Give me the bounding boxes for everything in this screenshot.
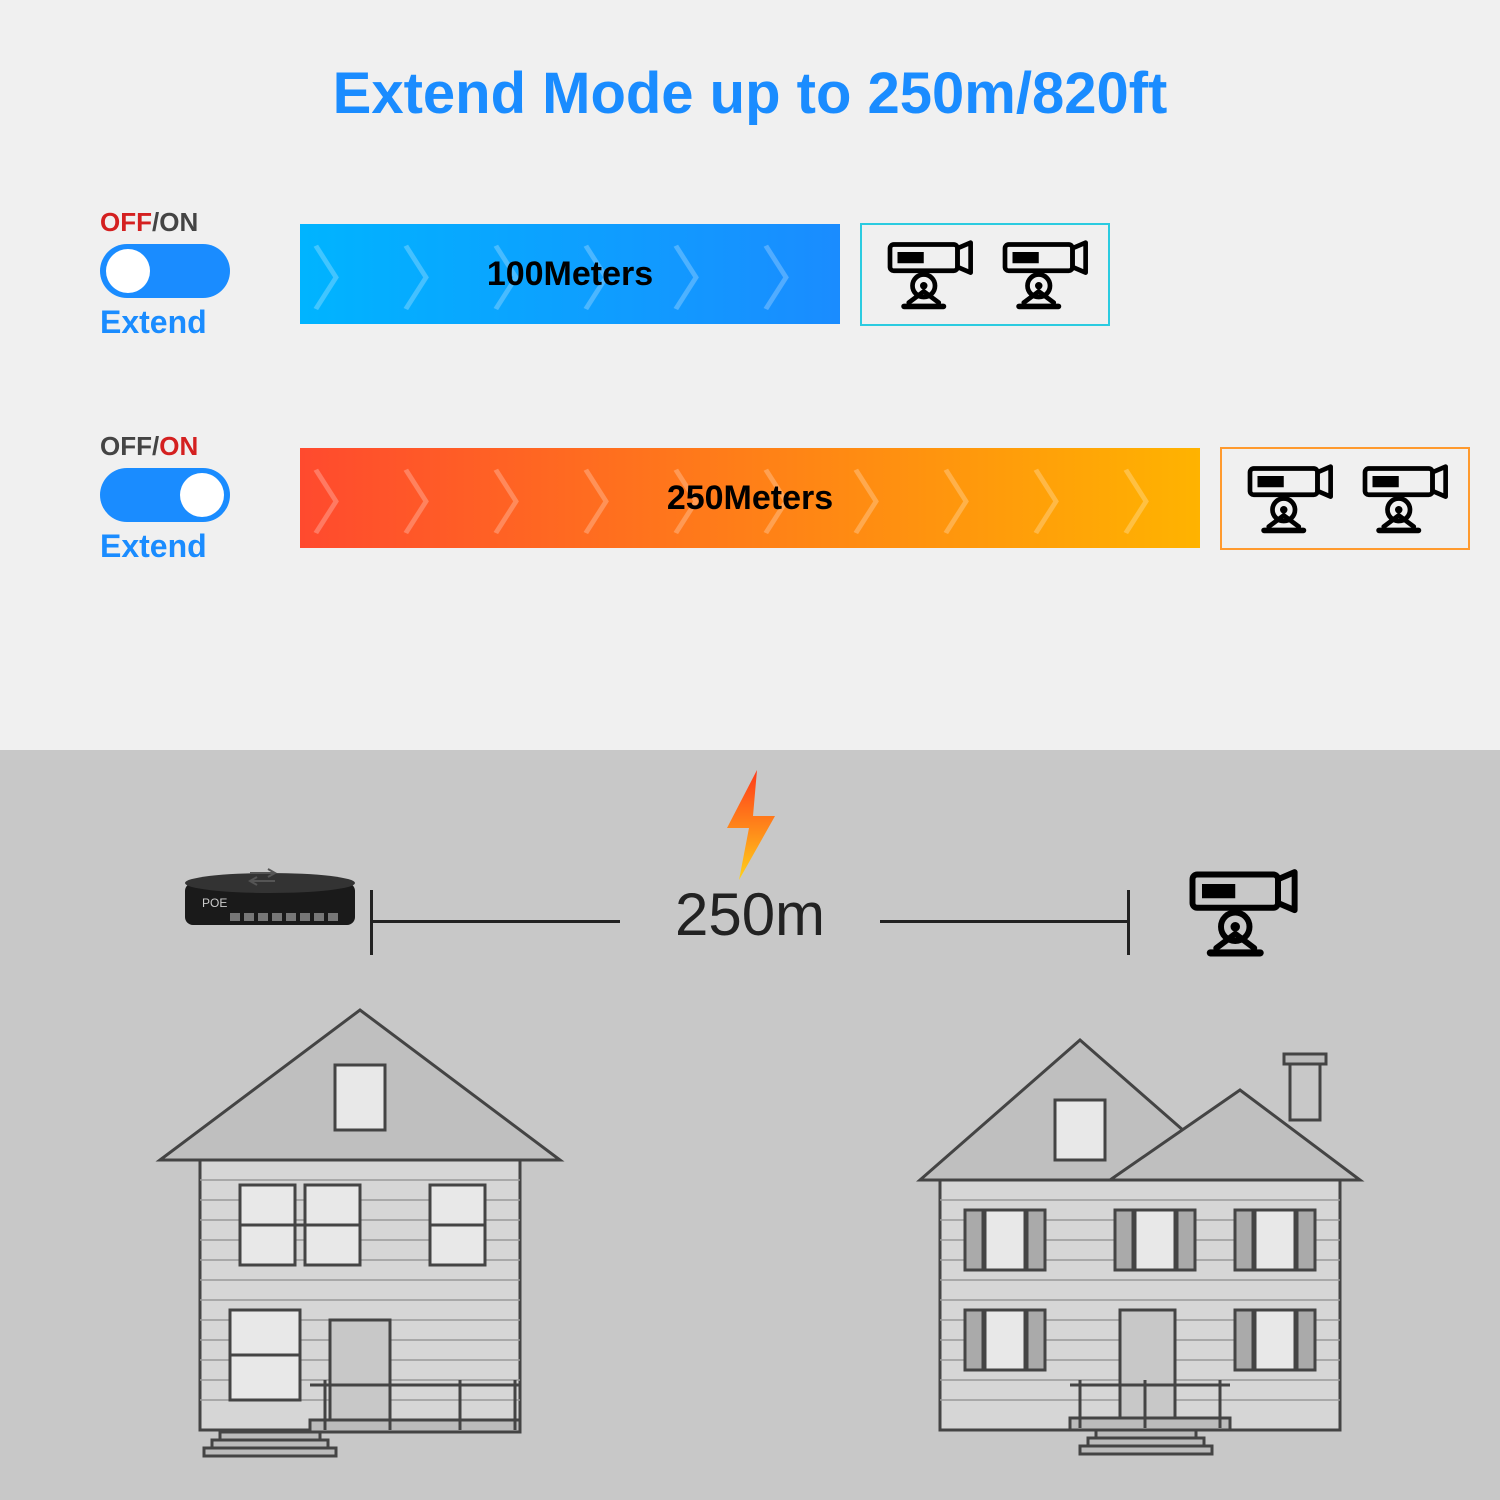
bar-label-100m: 100Meters (487, 255, 653, 294)
lightning-icon (715, 770, 785, 880)
on-label-inactive: ON (159, 207, 198, 237)
range-bar-250m: 〉〉〉〉〉〉〉〉〉〉 250Meters (300, 448, 1200, 548)
range-line-right (880, 920, 1130, 923)
camera-box-250m (1220, 447, 1470, 550)
poe-switch-icon: POE (180, 865, 360, 935)
on-label: ON (159, 431, 198, 461)
camera-icon (1240, 461, 1335, 536)
page-title: Extend Mode up to 250m/820ft (100, 60, 1400, 127)
bar-label-250m: 250Meters (667, 479, 833, 518)
camera-icon (880, 237, 975, 312)
top-panel: Extend Mode up to 250m/820ft OFF/ON Exte… (0, 0, 1500, 750)
camera-icon (1180, 865, 1300, 960)
off-label-inactive: OFF (100, 431, 152, 461)
toggle-state-labels: OFF/ON (100, 431, 300, 462)
mode-row-off: OFF/ON Extend 〉〉〉〉〉〉 100Meters (100, 207, 1400, 341)
camera-icon (1355, 461, 1450, 536)
house-left-icon (130, 980, 590, 1460)
off-label: OFF (100, 207, 152, 237)
toggle-knob (106, 249, 150, 293)
camera-box-100m (860, 223, 1110, 326)
bar-wrap-100m: 〉〉〉〉〉〉 100Meters (300, 223, 1400, 326)
toggle-switch-off[interactable] (100, 244, 230, 298)
poe-text: POE (202, 896, 227, 910)
mode-row-on: OFF/ON Extend 〉〉〉〉〉〉〉〉〉〉 250Meters (100, 431, 1400, 565)
houses-row (0, 980, 1500, 1460)
range-bar-100m: 〉〉〉〉〉〉 100Meters (300, 224, 840, 324)
toggle-state-labels: OFF/ON (100, 207, 300, 238)
extend-label: Extend (100, 304, 300, 341)
house-right-icon (910, 980, 1370, 1460)
bottom-panel: 250m POE (0, 750, 1500, 1500)
toggle-switch-on[interactable] (100, 468, 230, 522)
range-line-left (370, 920, 620, 923)
camera-icon (995, 237, 1090, 312)
bar-wrap-250m: 〉〉〉〉〉〉〉〉〉〉 250Meters (300, 447, 1470, 550)
toggle-block-on: OFF/ON Extend (100, 431, 300, 565)
toggle-knob (180, 473, 224, 517)
toggle-block-off: OFF/ON Extend (100, 207, 300, 341)
extend-label: Extend (100, 528, 300, 565)
distance-label: 250m (675, 880, 825, 949)
